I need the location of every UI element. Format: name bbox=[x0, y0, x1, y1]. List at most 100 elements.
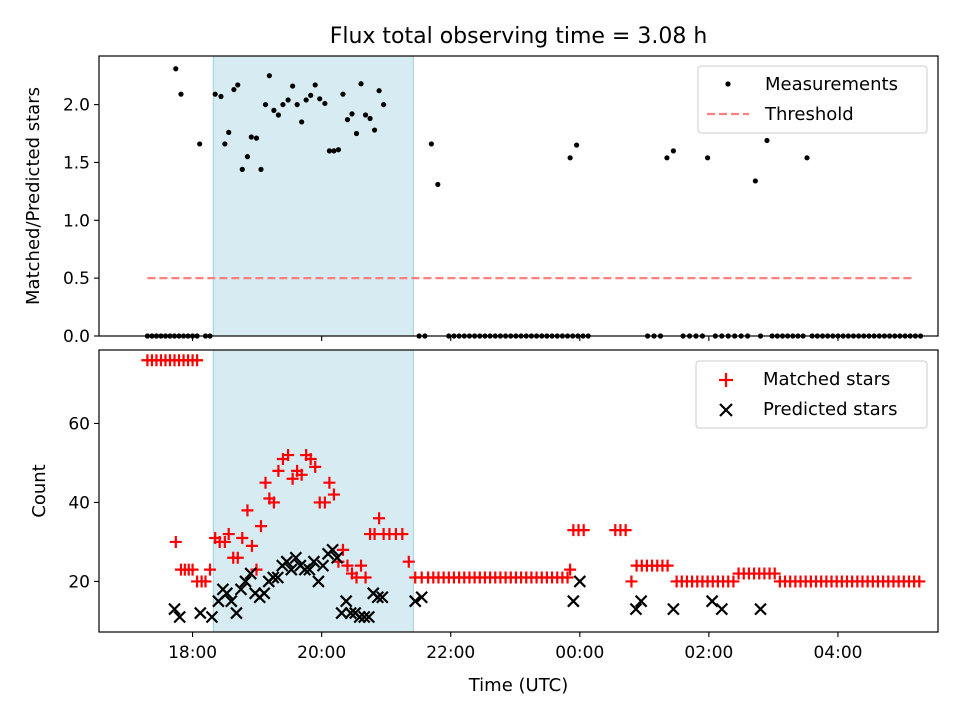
measurement-point bbox=[371, 127, 378, 133]
matched-star-point bbox=[768, 567, 781, 580]
predicted-star-point bbox=[754, 602, 767, 616]
matched-star-point bbox=[222, 528, 235, 541]
measurement-point bbox=[322, 100, 328, 107]
ratio-panel-observing-window bbox=[212, 55, 414, 337]
matched-star-point bbox=[323, 476, 336, 489]
matched-star-point bbox=[245, 539, 258, 552]
measurement-point bbox=[271, 107, 277, 113]
matched-star-point bbox=[295, 468, 308, 481]
predicted-star-point bbox=[225, 594, 238, 608]
series-matched-stars bbox=[141, 354, 926, 588]
predicted-star-point bbox=[316, 559, 330, 572]
predicted-star-point bbox=[634, 594, 648, 608]
predicted-star-point bbox=[335, 606, 348, 620]
matched-star-point bbox=[341, 559, 354, 572]
matched-star-point bbox=[169, 535, 182, 548]
measurement-point bbox=[367, 115, 373, 122]
predicted-star-point bbox=[573, 575, 587, 588]
matched-star-point bbox=[625, 575, 638, 588]
predicted-star-point bbox=[244, 567, 257, 580]
matched-star-point bbox=[561, 571, 574, 584]
series-predicted-stars bbox=[168, 543, 767, 624]
measurement-point bbox=[764, 137, 770, 144]
observing-window-band bbox=[212, 349, 414, 633]
predicted-star-point bbox=[353, 610, 367, 624]
measurement-point bbox=[317, 96, 323, 102]
x-tick-label: 20:00 bbox=[297, 643, 346, 663]
measurement-point bbox=[262, 101, 269, 108]
measurement-point bbox=[290, 83, 296, 89]
observing-window-band bbox=[212, 55, 414, 337]
matched-star-point bbox=[186, 563, 199, 576]
matched-star-point bbox=[191, 354, 204, 367]
measurement-point bbox=[567, 155, 573, 161]
chart-title: Flux total observing time = 3.08 h bbox=[330, 24, 708, 49]
measurement-point bbox=[428, 141, 434, 147]
legend-predicted-marker bbox=[719, 403, 733, 417]
ratio-panel-legend: Measurements Threshold bbox=[697, 65, 928, 134]
measurement-point bbox=[344, 117, 351, 123]
matched-star-point bbox=[250, 563, 263, 576]
count-panel: 20 40 60 18:00 20:00 22:00 00:00 02:00 04:00 Co… bbox=[29, 349, 939, 696]
ratio-legend-box bbox=[697, 65, 928, 134]
matched-star-point bbox=[254, 520, 267, 533]
y-tick-label: 0.5 bbox=[63, 269, 90, 289]
measurement-point bbox=[275, 112, 282, 118]
matched-star-point bbox=[336, 543, 349, 556]
legend-threshold-label: Threshold bbox=[764, 104, 854, 125]
predicted-star-point bbox=[289, 551, 303, 565]
measurement-point bbox=[664, 155, 670, 161]
predicted-star-point bbox=[168, 602, 181, 616]
measurement-point bbox=[218, 93, 224, 100]
measurement-point bbox=[752, 178, 758, 184]
measurement-point bbox=[239, 166, 245, 172]
matched-star-point bbox=[661, 559, 674, 572]
measurement-point bbox=[212, 91, 218, 97]
legend-measurements-label: Measurements bbox=[765, 74, 898, 95]
y-tick-label: 60 bbox=[68, 414, 90, 434]
measurement-point bbox=[435, 181, 441, 188]
predicted-star-point bbox=[357, 610, 371, 624]
count-panel-observing-window bbox=[212, 349, 414, 633]
predicted-star-point bbox=[344, 606, 357, 620]
predicted-star-point bbox=[239, 575, 252, 588]
measurement-point bbox=[349, 111, 355, 117]
predicted-star-point bbox=[408, 594, 422, 608]
measurement-point bbox=[704, 155, 711, 161]
predicted-star-point bbox=[415, 590, 428, 604]
predicted-star-point bbox=[173, 610, 186, 624]
legend-matched-label: Matched stars bbox=[763, 369, 890, 390]
measurement-point bbox=[573, 142, 580, 148]
legend-matched-marker bbox=[719, 373, 733, 387]
measurement-point bbox=[258, 166, 264, 172]
predicted-star-point bbox=[266, 571, 280, 584]
x-tick-label: 02:00 bbox=[684, 643, 733, 663]
measurement-point bbox=[266, 73, 272, 79]
predicted-star-point bbox=[257, 587, 271, 600]
measurement-point bbox=[376, 88, 382, 94]
measurement-point bbox=[231, 86, 237, 93]
count-legend-box bbox=[695, 360, 928, 429]
measurement-point bbox=[326, 148, 333, 154]
measurement-point bbox=[353, 130, 360, 137]
predicted-star-point bbox=[629, 602, 643, 616]
predicted-star-point bbox=[230, 606, 243, 620]
predicted-star-point bbox=[234, 583, 248, 596]
x-tick-label: 22:00 bbox=[426, 643, 475, 663]
measurement-point bbox=[340, 91, 346, 97]
matched-star-point bbox=[359, 571, 372, 584]
matched-star-point bbox=[396, 528, 409, 541]
ratio-panel-y-ticks: 0.0 0.5 1.0 1.5 2.0 bbox=[63, 96, 99, 347]
x-tick-label: 18:00 bbox=[168, 643, 217, 663]
predicted-star-point bbox=[220, 587, 234, 600]
predicted-star-point bbox=[362, 610, 376, 624]
measurement-point bbox=[173, 66, 179, 72]
x-tick-label: 04:00 bbox=[813, 643, 862, 663]
measurement-point bbox=[197, 141, 203, 147]
measurement-point bbox=[280, 101, 286, 108]
matched-star-point bbox=[231, 551, 244, 564]
y-tick-label: 1.5 bbox=[63, 153, 90, 173]
predicted-star-point bbox=[371, 590, 385, 604]
measurement-point bbox=[335, 147, 342, 153]
